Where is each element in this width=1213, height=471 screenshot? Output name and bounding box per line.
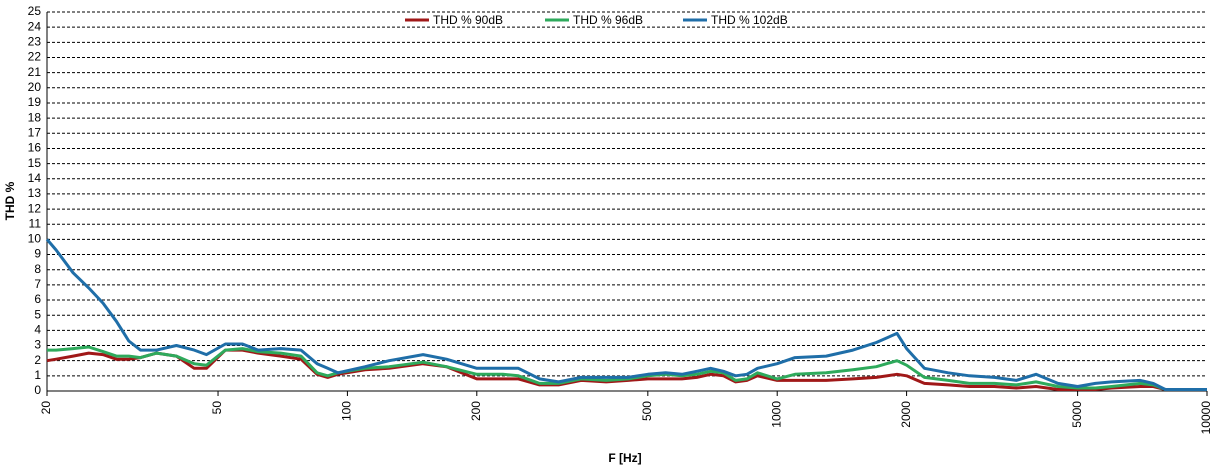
y-tick-label: 2 xyxy=(34,353,41,367)
y-tick-label: 5 xyxy=(34,307,41,321)
x-tick-label: 200 xyxy=(469,401,483,421)
y-tick-label: 7 xyxy=(34,277,41,291)
x-tick-label: 50 xyxy=(210,401,224,415)
data-line xyxy=(45,238,1207,391)
y-tick-label: 18 xyxy=(28,110,42,124)
y-axis-label: THD % xyxy=(3,181,17,220)
y-tick-label: 16 xyxy=(28,141,42,155)
legend-label: THD % 102dB xyxy=(711,13,788,27)
legend-label: THD % 96dB xyxy=(573,13,643,27)
y-tick-label: 19 xyxy=(28,95,42,109)
x-tick-label: 20 xyxy=(39,401,53,415)
y-tick-label: 15 xyxy=(28,156,42,170)
y-tick-label: 21 xyxy=(28,65,42,79)
x-tick-label: 10000 xyxy=(1199,401,1213,435)
y-tick-label: 3 xyxy=(34,338,41,352)
y-tick-label: 4 xyxy=(34,323,41,337)
legend-label: THD % 90dB xyxy=(433,13,503,27)
y-tick-label: 20 xyxy=(28,80,42,94)
y-tick-label: 12 xyxy=(28,201,42,215)
x-tick-label: 5000 xyxy=(1070,401,1084,428)
y-tick-label: 14 xyxy=(28,171,42,185)
y-tick-label: 25 xyxy=(28,4,42,18)
y-tick-label: 23 xyxy=(28,34,42,48)
y-tick-label: 8 xyxy=(34,262,41,276)
y-tick-label: 13 xyxy=(28,186,42,200)
y-tick-label: 24 xyxy=(28,19,42,33)
x-tick-label: 2000 xyxy=(899,401,913,428)
y-tick-label: 9 xyxy=(34,247,41,261)
x-tick-label: 500 xyxy=(640,401,654,421)
y-tick-label: 1 xyxy=(34,368,41,382)
x-tick-label: 100 xyxy=(340,401,354,421)
y-tick-label: 22 xyxy=(28,50,42,64)
y-tick-label: 17 xyxy=(28,125,42,139)
x-axis-label: F [Hz] xyxy=(608,451,641,465)
data-line xyxy=(47,345,1207,391)
y-tick-label: 6 xyxy=(34,292,41,306)
y-tick-label: 0 xyxy=(34,383,41,397)
y-tick-label: 10 xyxy=(28,232,42,246)
x-tick-label: 1000 xyxy=(769,401,783,428)
y-tick-label: 11 xyxy=(29,216,42,230)
